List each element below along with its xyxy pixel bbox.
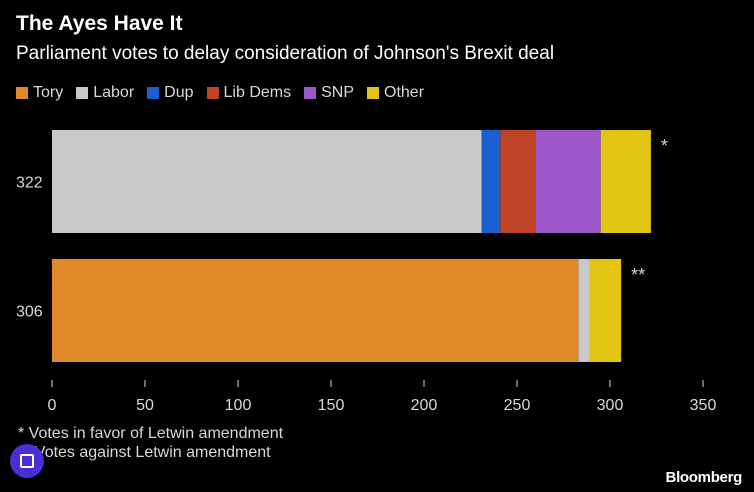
bar-segment-tory xyxy=(52,259,579,362)
legend-swatch xyxy=(367,87,379,99)
bar-segment-other xyxy=(589,259,622,362)
category-label: 322 xyxy=(16,175,43,192)
x-tick-label: 350 xyxy=(690,397,717,414)
legend-swatch xyxy=(304,87,317,99)
legend-label: Dup xyxy=(164,84,194,101)
legend-item-other: Other xyxy=(367,84,424,102)
legend-item-tory: Tory xyxy=(16,84,63,102)
category-label: 306 xyxy=(16,304,43,321)
x-tick-label: 0 xyxy=(48,397,57,414)
footnote-against: ** Votes against Letwin amendment xyxy=(18,444,271,461)
bar-marker: * xyxy=(661,136,668,156)
bloomberg-logo: Bloomberg xyxy=(665,469,743,486)
bar-segment-labor xyxy=(578,259,590,362)
chart-title: The Ayes Have It xyxy=(16,12,183,35)
legend-label: SNP xyxy=(321,84,354,101)
legend-item-dup: Dup xyxy=(147,84,194,102)
x-tick-label: 250 xyxy=(504,397,531,414)
legend-label: Other xyxy=(384,84,425,101)
legend-swatch xyxy=(147,87,160,99)
x-tick-label: 100 xyxy=(225,397,252,414)
legend-label: Lib Dems xyxy=(223,84,292,101)
x-tick-label: 50 xyxy=(136,397,154,414)
legend-label: Tory xyxy=(33,84,64,101)
legend-item-labor: Labor xyxy=(76,84,134,102)
x-tick-label: 200 xyxy=(411,397,438,414)
legend-item-snp: SNP xyxy=(304,84,354,102)
copy-icon[interactable] xyxy=(10,444,44,478)
bar-segment-other xyxy=(600,130,651,233)
bar-segment-labor xyxy=(52,130,482,233)
legend-swatch xyxy=(16,87,28,99)
legend-label: Labor xyxy=(93,84,135,101)
legend-item-lib-dems: Lib Dems xyxy=(206,84,292,102)
bar-segment-dup xyxy=(481,130,501,233)
bar-marker: ** xyxy=(631,265,645,285)
chart-subtitle: Parliament votes to delay consideration … xyxy=(16,43,555,64)
footnote-in-favor: * Votes in favor of Letwin amendment xyxy=(18,425,284,442)
legend-swatch xyxy=(76,87,89,99)
x-tick-label: 150 xyxy=(318,397,345,414)
legend-swatch xyxy=(206,87,219,99)
x-tick-label: 300 xyxy=(597,397,624,414)
bar-segment-lib-dems xyxy=(500,130,536,233)
legend: Tory Labor Dup Lib Dems SNP Other xyxy=(16,84,437,102)
bar-segment-snp xyxy=(535,130,601,233)
